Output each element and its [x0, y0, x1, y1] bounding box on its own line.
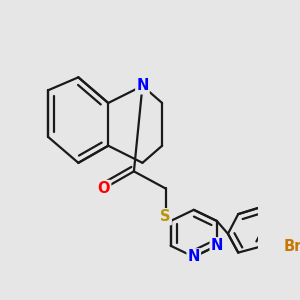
- Text: N: N: [211, 238, 223, 253]
- Text: N: N: [136, 78, 148, 93]
- Text: O: O: [98, 181, 110, 196]
- Text: Br: Br: [284, 239, 300, 254]
- Text: N: N: [188, 249, 200, 264]
- Text: S: S: [160, 209, 171, 224]
